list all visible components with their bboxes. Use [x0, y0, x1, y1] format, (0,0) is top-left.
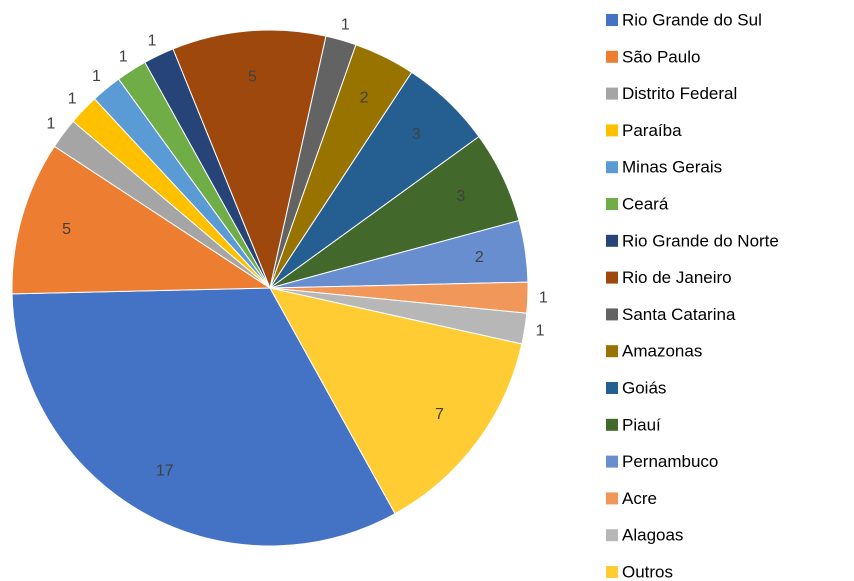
- legend-label: Minas Gerais: [622, 158, 722, 177]
- legend-label: Rio de Janeiro: [622, 268, 732, 287]
- data-label: 1: [539, 289, 548, 306]
- data-label: 3: [456, 188, 465, 205]
- data-label: 5: [248, 68, 257, 85]
- data-label: 1: [536, 322, 545, 339]
- legend-label: Outros: [622, 562, 673, 581]
- data-label: 3: [412, 126, 421, 143]
- legend-swatch: [606, 271, 618, 284]
- pie-slice: [11, 287, 396, 547]
- data-label: 1: [148, 32, 157, 49]
- legend-label: Goiás: [622, 378, 666, 397]
- legend-label: Amazonas: [622, 342, 702, 361]
- data-label: 1: [68, 90, 77, 107]
- legend-swatch: [606, 234, 618, 247]
- legend-label: Santa Catarina: [622, 305, 736, 324]
- data-label: 2: [360, 90, 369, 107]
- data-label: 1: [46, 116, 55, 133]
- legend-label: Piauí: [622, 415, 661, 434]
- data-label: 2: [475, 249, 484, 266]
- data-label: 1: [341, 16, 350, 33]
- legend-swatch: [606, 14, 618, 26]
- legend-swatch: [606, 492, 618, 505]
- legend-swatch: [606, 161, 618, 174]
- legend-label: Rio Grande do Sul: [622, 10, 762, 29]
- legend-label: Pernambuco: [622, 452, 718, 471]
- data-label: 1: [119, 48, 128, 65]
- legend-swatch: [606, 529, 618, 542]
- pie-slice: [11, 145, 272, 295]
- legend-swatch: [606, 455, 618, 468]
- legend-label: Rio Grande do Norte: [622, 231, 779, 250]
- legend-swatch: [606, 87, 618, 100]
- legend-label: Alagoas: [622, 526, 683, 545]
- legend-swatch: [606, 124, 618, 137]
- legend-swatch: [606, 382, 618, 394]
- legend-swatch: [606, 50, 618, 63]
- legend-label: Ceará: [622, 194, 669, 213]
- legend-swatch: [606, 418, 618, 431]
- legend-swatch: [606, 566, 618, 578]
- pie-slice: [172, 29, 327, 290]
- pie-slice: [269, 287, 523, 515]
- data-label: 17: [156, 463, 174, 480]
- data-label: 5: [62, 221, 71, 238]
- legend-swatch: [606, 198, 618, 210]
- legend-label: Distrito Federal: [622, 84, 737, 103]
- legend-swatch: [606, 308, 618, 321]
- legend-swatch: [606, 345, 618, 358]
- data-label: 7: [435, 406, 444, 423]
- data-label: 1: [92, 68, 101, 85]
- legend-label: São Paulo: [622, 47, 700, 66]
- legend-label: Paraíba: [622, 121, 682, 140]
- legend-label: Acre: [622, 489, 657, 508]
